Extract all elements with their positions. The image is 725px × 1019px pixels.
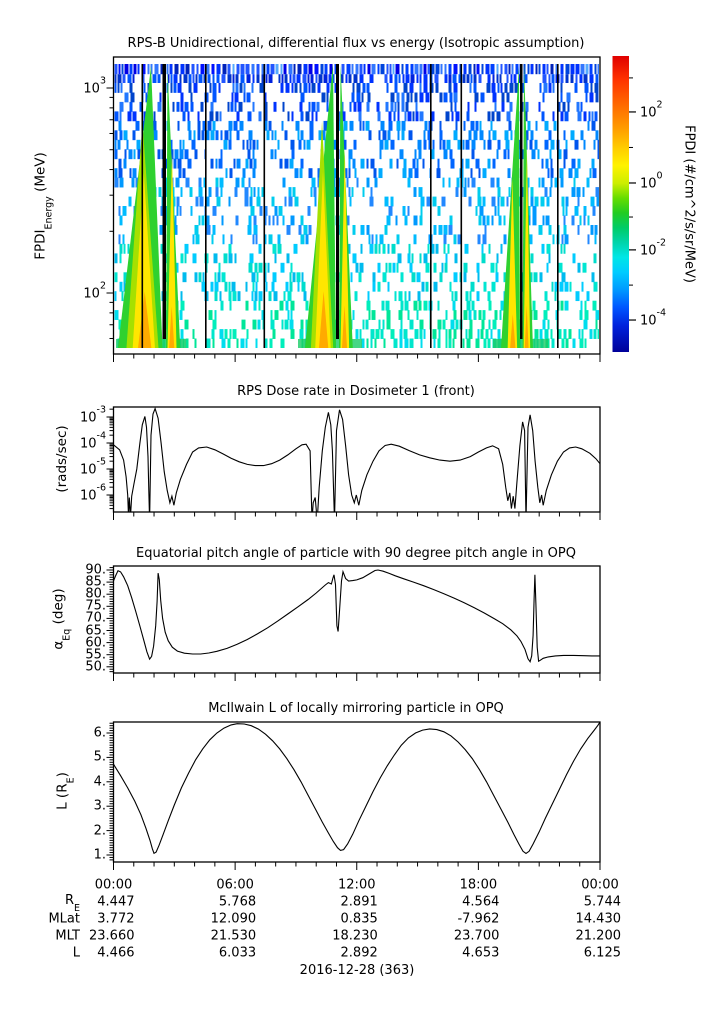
flux-frame — [112, 56, 601, 355]
table-value: 6.033 — [218, 945, 257, 961]
pitch-angle-curve — [113, 569, 600, 663]
time-tick-label: 00:00 — [94, 877, 133, 893]
mcilwain-y-tick-label: 1. — [93, 847, 106, 863]
dose-y-tick-label: 10-6 — [79, 482, 106, 504]
table-value: 4.447 — [97, 894, 135, 910]
table-value: 6.125 — [583, 945, 621, 961]
colorbar-tick-label: 10-2 — [640, 237, 667, 259]
table-row-label: MLat — [48, 911, 80, 927]
pitch-y-tick-label: 65. — [85, 623, 106, 638]
mcilwain-y-tick-label: 6. — [93, 725, 106, 741]
table-value: 4.564 — [462, 894, 500, 910]
pitch-y-tick-label: 70. — [85, 610, 106, 626]
pitch-y-tick-label: 75. — [85, 598, 106, 614]
table-value: 0.835 — [340, 911, 378, 927]
table-value: 21.530 — [210, 928, 257, 944]
mcilwain-l-curve — [113, 722, 600, 855]
date-label: 2016-12-28 (363) — [299, 963, 415, 978]
flux-panel-title: RPS-B Unidirectional, differential flux … — [127, 36, 585, 51]
mcilwain-y-tick-label: 2. — [93, 823, 106, 839]
x-axis-ticks — [113, 512, 601, 520]
dose-frame — [112, 406, 601, 513]
mcilwain-y-tick-label: 3. — [93, 798, 106, 814]
x-axis-ticks — [113, 354, 601, 362]
pitch-panel-title: Equatorial pitch angle of particle with … — [136, 546, 576, 561]
table-value: 2.892 — [340, 945, 378, 961]
table-value: 18.230 — [332, 928, 378, 944]
time-tick-label: 12:00 — [338, 877, 376, 893]
pitch-y-tick-label: 60. — [85, 635, 106, 651]
table-value: 21.200 — [575, 928, 622, 944]
flux-y-tick-label: 102 — [83, 280, 106, 302]
colorbar-tick-label: 102 — [640, 99, 663, 121]
table-value: 5.768 — [218, 894, 257, 910]
table-value: 3.772 — [97, 911, 135, 927]
dose-panel-title: RPS Dose rate in Dosimeter 1 (front) — [237, 384, 475, 399]
mcilwain-panel-title: McIlwain L of locally mirroring particle… — [208, 701, 504, 716]
pitch-y-tick-label: 90. — [85, 562, 106, 578]
time-tick-label: 00:00 — [581, 877, 619, 893]
pitch-frame — [112, 565, 601, 674]
colorbar-label: FPDI (#/cm^2/s/sr/MeV) — [681, 125, 697, 283]
table-value: 23.700 — [453, 928, 500, 944]
table-value: -7.962 — [457, 911, 500, 927]
dose-y-tick-label: 10-4 — [79, 430, 106, 452]
pitch-y-tick-label: 80. — [85, 586, 106, 602]
mcilwain-y-tick-label: 4. — [93, 774, 106, 790]
table-row-label: RE — [64, 893, 80, 914]
table-row-label: L — [72, 945, 80, 961]
flux-spectrogram — [113, 57, 600, 354]
table-value: 12.090 — [210, 911, 257, 927]
colorbar-tick-label: 10-4 — [640, 307, 667, 329]
dose-y-tick-label: 10-5 — [79, 456, 106, 478]
table-value: 5.744 — [583, 894, 621, 910]
table-value: 4.466 — [97, 945, 135, 961]
colorbar — [612, 56, 636, 352]
dose-y-tick-label: 10-3 — [79, 404, 106, 426]
time-tick-label: 06:00 — [216, 877, 254, 893]
x-axis-ticks — [113, 862, 601, 870]
mcilwain-frame — [112, 721, 601, 863]
colorbar-tick-label: 100 — [640, 170, 663, 192]
pitch-y-tick-label: 55. — [85, 647, 106, 663]
table-value: 4.653 — [462, 945, 500, 961]
flux-y-tick-label: 103 — [83, 75, 106, 97]
pitch-y-tick-label: 85. — [85, 574, 106, 590]
dose-rate-curve — [113, 407, 600, 512]
x-axis-ticks — [113, 673, 601, 681]
time-tick-label: 18:00 — [459, 877, 498, 893]
mcilwain-y-tick-label: 5. — [93, 749, 106, 765]
table-value: 23.660 — [89, 928, 135, 944]
table-value: 14.430 — [575, 911, 622, 927]
table-row-label: MLT — [55, 928, 80, 944]
pitch-y-tick-label: 50. — [85, 659, 106, 675]
flux-y-axis-label: FPDIEnergy (MeV) — [32, 152, 55, 260]
table-value: 2.891 — [340, 894, 378, 910]
